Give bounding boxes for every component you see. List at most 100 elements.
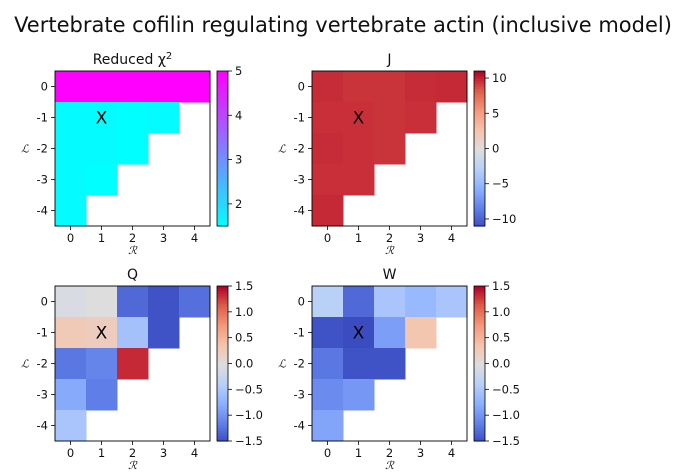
x-tick-label: 1 xyxy=(355,231,362,245)
heatmap-cell xyxy=(436,286,468,318)
colorbar-segment xyxy=(217,420,228,424)
colorbar-segment xyxy=(217,358,228,362)
colorbar-segment xyxy=(217,340,228,344)
colorbar-segment xyxy=(474,187,485,191)
colorbar-segment xyxy=(474,104,485,108)
colorbar-segment xyxy=(474,86,485,90)
x-axis-label: ℛ xyxy=(385,459,395,472)
colorbar-segment xyxy=(217,286,228,290)
colorbar-segment xyxy=(474,420,485,424)
colorbar-segment xyxy=(474,94,485,98)
colorbar-segment xyxy=(474,205,485,209)
colorbar-segment xyxy=(217,195,228,199)
colorbar-segment xyxy=(474,179,485,183)
colorbar-segment xyxy=(474,342,485,347)
colorbar-segment xyxy=(217,166,228,170)
colorbar-tick-label: 5 xyxy=(235,64,242,78)
colorbar-segment xyxy=(474,317,485,321)
colorbar-segment xyxy=(474,335,485,339)
heatmap-cell xyxy=(148,71,180,103)
heatmap-cell xyxy=(148,102,180,134)
colorbar-segment xyxy=(217,120,228,124)
colorbar-segment xyxy=(217,407,228,411)
heatmap-cell xyxy=(86,71,118,103)
y-axis-label: ℒ xyxy=(278,143,287,156)
colorbar-segment xyxy=(217,140,228,144)
colorbar-frame xyxy=(216,70,229,227)
figure-title: Vertebrate cofilin regulating vertebrate… xyxy=(14,13,672,37)
heatmap-cell xyxy=(86,133,118,165)
colorbar-segment xyxy=(217,314,228,318)
colorbar-segment xyxy=(474,184,485,188)
heatmap-cell xyxy=(55,379,87,411)
y-tick-label: -3 xyxy=(37,173,48,187)
colorbar-tick-label: 0.0 xyxy=(492,357,510,371)
colorbar-segment xyxy=(474,133,485,137)
colorbar-segment xyxy=(217,381,228,385)
colorbar-segment xyxy=(217,371,228,375)
colorbar-segment xyxy=(474,366,485,370)
colorbar-segment xyxy=(474,430,485,434)
heatmap-cell xyxy=(312,379,344,411)
heatmap-cell xyxy=(55,164,87,196)
heatmap-cell xyxy=(86,348,118,380)
colorbar-tick-label: −5 xyxy=(492,177,509,191)
colorbar-segment xyxy=(217,205,228,209)
best-fit-marker: X xyxy=(353,324,365,344)
colorbar-segment xyxy=(474,288,485,292)
colorbar-segment xyxy=(474,189,485,194)
colorbar-segment xyxy=(217,415,228,419)
colorbar-segment xyxy=(217,89,228,93)
colorbar-segment xyxy=(474,386,485,390)
colorbar-segment xyxy=(217,153,228,157)
colorbar-segment xyxy=(217,91,228,95)
colorbar-segment xyxy=(474,153,485,157)
x-tick-label: 3 xyxy=(160,446,167,460)
colorbar-segment xyxy=(217,373,228,378)
colorbar-segment xyxy=(474,301,485,305)
colorbar-segment xyxy=(217,145,228,150)
colorbar-segment xyxy=(474,391,485,396)
colorbar-segment xyxy=(474,410,485,414)
colorbar-segment xyxy=(217,368,228,372)
colorbar-segment xyxy=(217,317,228,321)
colorbar-segment xyxy=(474,332,485,336)
heatmap-cell xyxy=(312,410,344,442)
colorbar-segment xyxy=(474,371,485,375)
colorbar-segment xyxy=(217,322,228,326)
x-tick-label: 3 xyxy=(417,446,424,460)
heatmap-cell xyxy=(405,317,437,349)
colorbar-tick-label: −1.5 xyxy=(235,434,263,448)
colorbar-segment xyxy=(474,360,485,365)
colorbar-segment xyxy=(474,171,485,175)
heatmap-cell xyxy=(343,348,375,380)
colorbar-segment xyxy=(217,182,228,186)
colorbar-segment xyxy=(474,158,485,163)
colorbar-segment xyxy=(474,83,485,88)
y-tick-label: -1 xyxy=(294,326,305,340)
x-tick-label: 0 xyxy=(324,446,331,460)
colorbar-segment xyxy=(474,91,485,95)
colorbar-segment xyxy=(217,430,228,434)
colorbar-segment xyxy=(474,96,485,101)
y-tick-label: -4 xyxy=(37,204,48,218)
colorbar-segment xyxy=(217,202,228,206)
colorbar-segment xyxy=(474,422,485,427)
y-tick-label: -1 xyxy=(294,111,305,125)
colorbar-segment xyxy=(217,143,228,147)
colorbar-segment xyxy=(217,309,228,313)
colorbar-segment xyxy=(474,195,485,199)
colorbar-segment xyxy=(217,417,228,421)
heatmap-cell xyxy=(86,379,118,411)
heatmap-cell xyxy=(148,286,180,318)
colorbar-segment xyxy=(217,412,228,416)
colorbar-segment xyxy=(217,304,228,308)
colorbar-segment xyxy=(217,218,228,222)
heatmap-cell xyxy=(405,71,437,103)
colorbar-segment xyxy=(474,138,485,142)
colorbar-segment xyxy=(217,187,228,191)
colorbar-segment xyxy=(474,213,485,217)
colorbar-segment xyxy=(217,410,228,414)
colorbar-segment xyxy=(217,171,228,175)
